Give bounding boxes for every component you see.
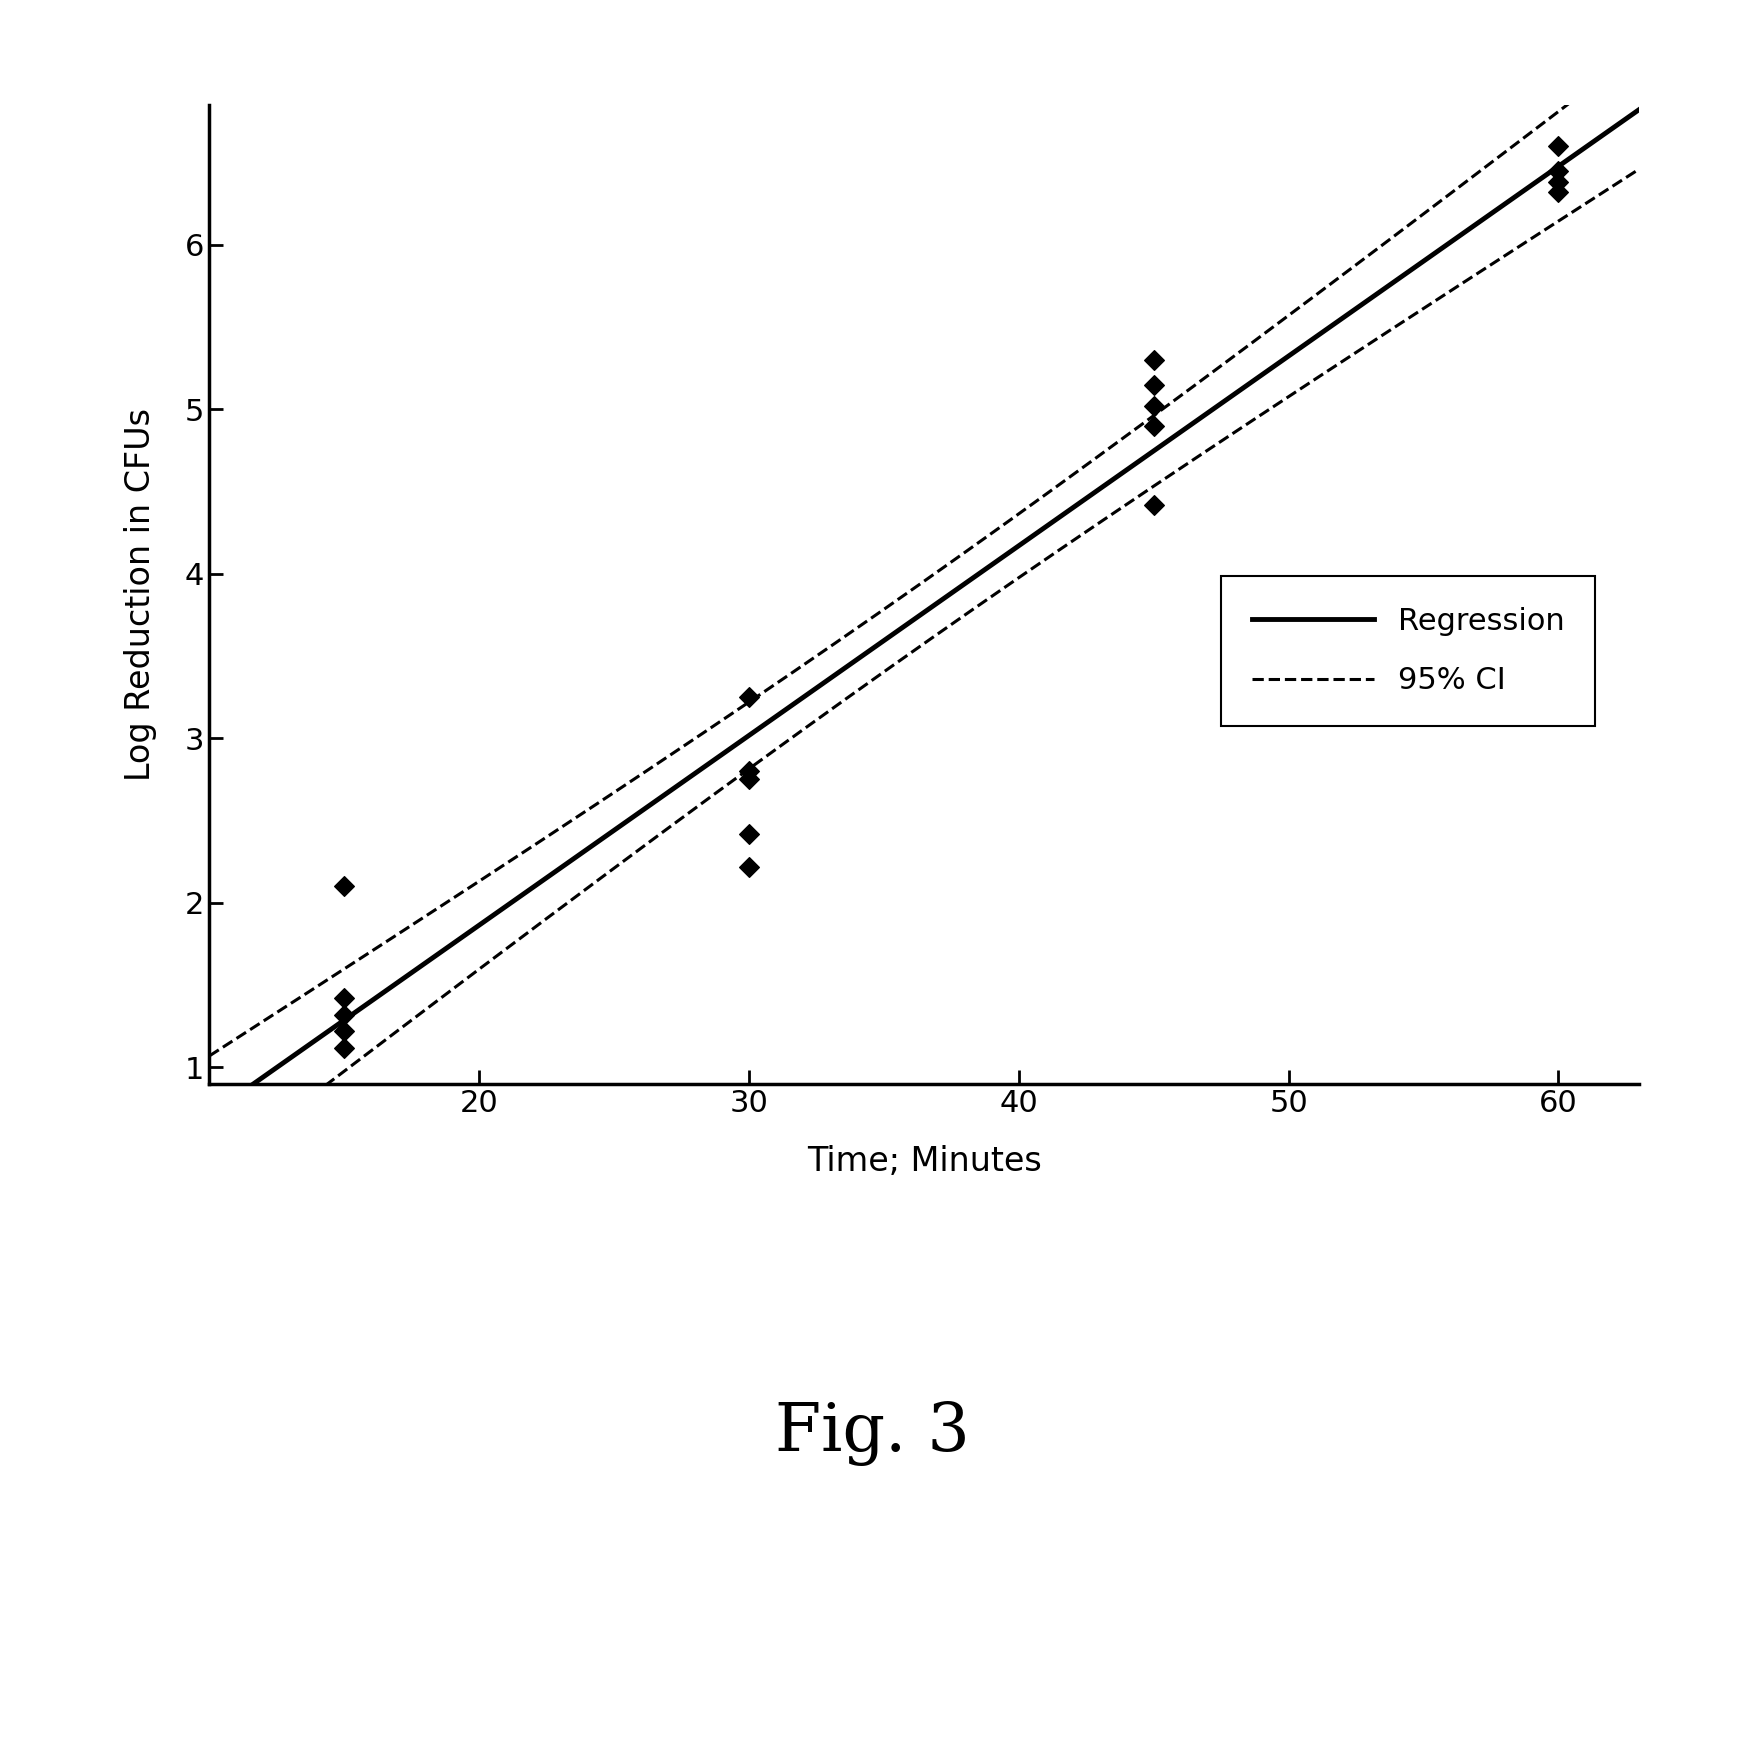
Point [1141,392,1168,420]
Legend: Regression, 95% CI: Regression, 95% CI [1221,577,1596,725]
X-axis label: Time; Minutes: Time; Minutes [807,1145,1041,1178]
Point [330,1017,358,1045]
Point [330,984,358,1012]
Text: Fig. 3: Fig. 3 [774,1400,970,1467]
Point [1545,178,1573,206]
Point [1545,133,1573,161]
Point [1141,491,1168,519]
Point [1141,346,1168,374]
Point [1545,168,1573,196]
Point [734,766,762,794]
Point [1141,413,1168,440]
Point [734,853,762,881]
Point [734,820,762,848]
Point [734,683,762,711]
Point [1545,157,1573,185]
Point [330,1033,358,1061]
Point [330,872,358,900]
Y-axis label: Log Reduction in CFUs: Log Reduction in CFUs [124,407,157,781]
Point [734,757,762,785]
Point [330,1000,358,1028]
Point [1141,371,1168,399]
